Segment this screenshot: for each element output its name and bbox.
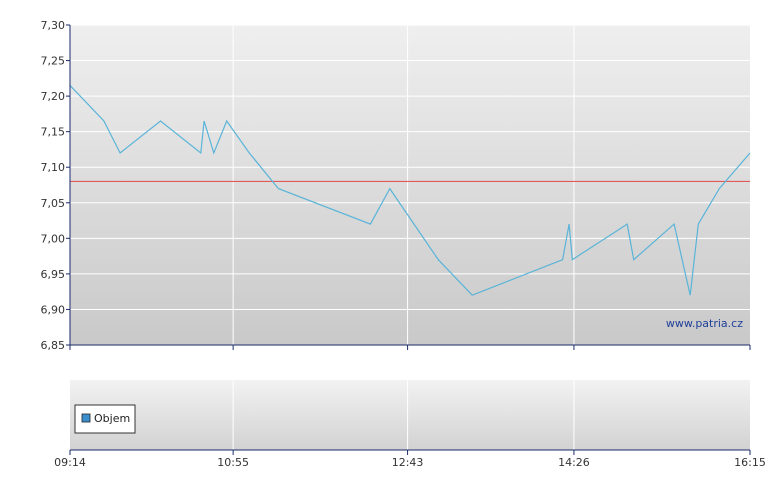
watermark: www.patria.cz bbox=[666, 317, 743, 330]
volume-plot-area bbox=[70, 380, 750, 450]
x-tick-label: 09:14 bbox=[54, 456, 86, 469]
legend: Objem bbox=[74, 404, 136, 434]
y-tick-label: 7,30 bbox=[41, 19, 66, 32]
price-plot-area bbox=[70, 25, 750, 345]
y-tick-label: 6,95 bbox=[41, 268, 66, 281]
y-tick-label: 7,15 bbox=[41, 126, 66, 139]
legend-label: Objem bbox=[94, 412, 130, 425]
price-grid bbox=[70, 24, 750, 345]
y-tick-label: 6,85 bbox=[41, 339, 66, 352]
volume-grid bbox=[232, 380, 575, 450]
price-series-line bbox=[69, 84, 751, 296]
y-tick-label: 7,05 bbox=[41, 197, 66, 210]
volume-x-tick-marks bbox=[69, 450, 751, 455]
legend-swatch bbox=[81, 413, 91, 423]
x-tick-label: 16:15 bbox=[734, 456, 766, 469]
y-tick-label: 6,90 bbox=[41, 303, 66, 316]
x-tick-label: 12:43 bbox=[392, 456, 424, 469]
x-axis-labels: 09:14 10:55 12:43 14:26 16:15 bbox=[54, 456, 766, 469]
y-tick-label: 7,10 bbox=[41, 161, 66, 174]
y-tick-label: 7,25 bbox=[41, 55, 66, 68]
price-x-tick-marks bbox=[69, 345, 751, 350]
x-tick-label: 10:55 bbox=[217, 456, 249, 469]
y-axis: 6,85 6,90 6,95 7,00 7,05 7,10 7,15 7,20 7,25 7,30 bbox=[41, 19, 70, 352]
y-tick-label: 7,20 bbox=[41, 90, 66, 103]
x-tick-label: 14:26 bbox=[558, 456, 590, 469]
y-tick-label: 7,00 bbox=[41, 232, 66, 245]
